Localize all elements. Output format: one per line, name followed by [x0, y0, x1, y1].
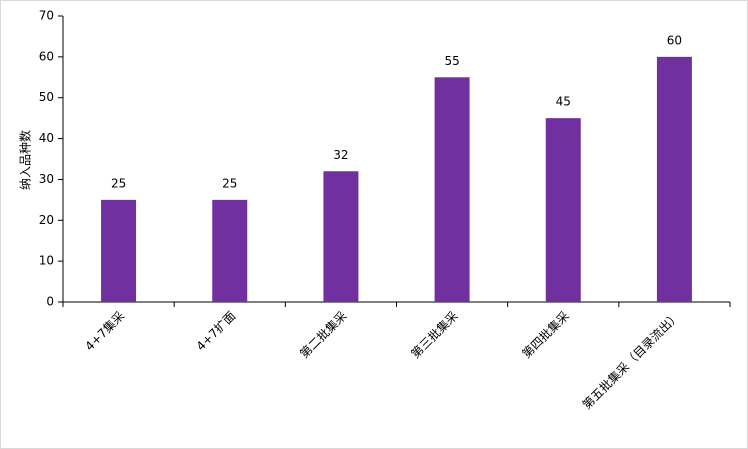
bar [545, 118, 581, 303]
y-tick-label: 30 [39, 172, 54, 186]
y-tick-label: 10 [39, 254, 54, 268]
y-axis-label: 纳入品种数 [18, 130, 33, 190]
y-tick-label: 0 [46, 295, 54, 309]
y-tick-label: 20 [39, 213, 54, 227]
bar [323, 171, 359, 302]
bar [212, 199, 248, 302]
data-label: 45 [556, 95, 571, 109]
bar [434, 77, 470, 303]
data-label: 60 [667, 33, 682, 47]
y-tick-label: 40 [39, 131, 54, 145]
y-tick-label: 60 [39, 49, 54, 63]
bar [101, 199, 137, 302]
y-tick-label: 70 [39, 9, 54, 23]
data-label: 32 [333, 148, 348, 162]
data-label: 25 [111, 176, 126, 190]
bar [656, 56, 692, 302]
data-label: 55 [444, 54, 459, 68]
y-tick-label: 50 [39, 90, 54, 104]
data-label: 25 [222, 176, 237, 190]
